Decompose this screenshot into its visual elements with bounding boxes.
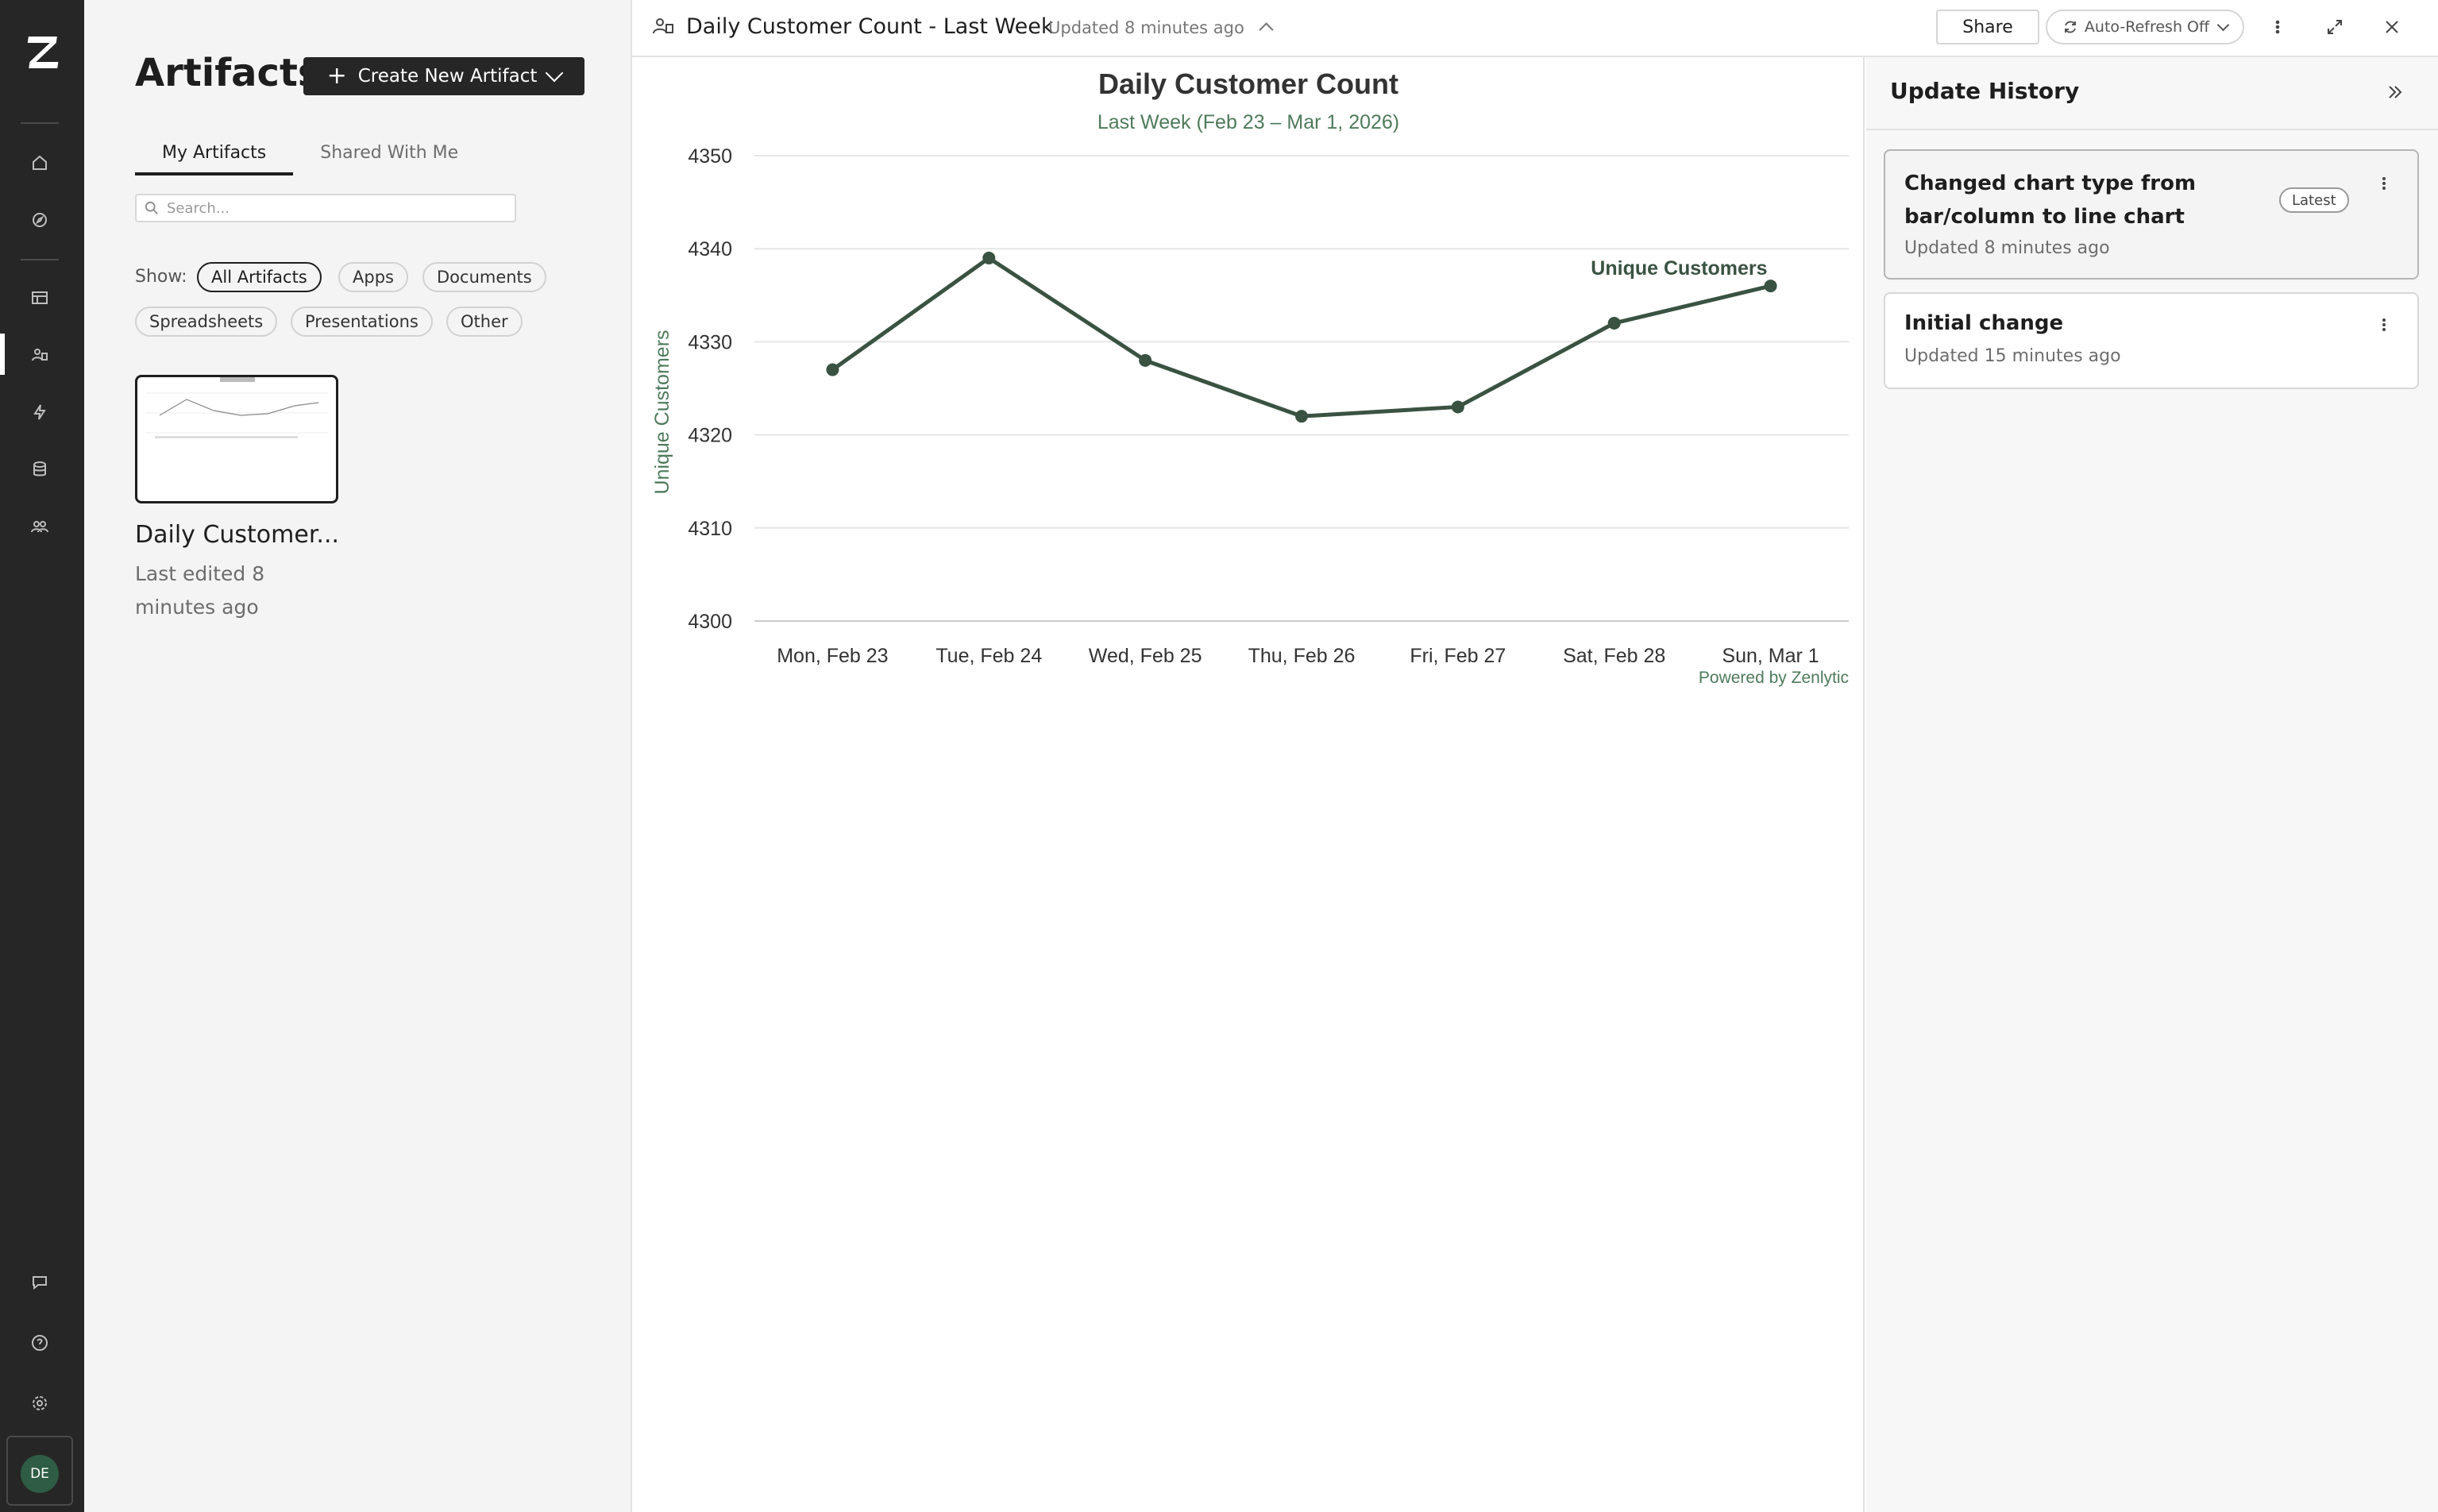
search-icon — [145, 201, 158, 214]
collapse-panel-icon[interactable] — [2384, 81, 2409, 106]
artifact-card-title[interactable]: Daily Customer... — [135, 521, 340, 549]
y-tick-label: 4340 — [688, 238, 732, 260]
artifacts-icon[interactable] — [28, 343, 52, 367]
series-line — [831, 256, 1772, 418]
tab-shared-with-me[interactable]: Shared With Me — [320, 143, 459, 163]
share-button[interactable]: Share — [1936, 10, 2039, 44]
artifact-card-subtitle: Last edited 8 minutes ago — [135, 562, 265, 619]
more-options-icon[interactable] — [2374, 172, 2394, 195]
show-label: Show: — [135, 267, 187, 287]
y-tick-label: 4310 — [688, 518, 732, 540]
x-tick-label: Fri, Feb 27 — [1410, 645, 1506, 667]
data-point[interactable] — [1295, 410, 1308, 423]
history-item-time: Updated 8 minutes ago — [1904, 238, 2110, 258]
data-point[interactable] — [982, 251, 996, 264]
y-tick-label: 4300 — [688, 611, 732, 633]
x-tick-label: Sun, Mar 1 — [1722, 645, 1819, 667]
app-logo[interactable] — [21, 30, 61, 75]
chevron-down-icon — [546, 64, 564, 83]
chart-title: Daily Customer Count — [1098, 68, 1398, 100]
x-tick-label: Tue, Feb 24 — [935, 645, 1042, 667]
chart-subtitle: Last Week (Feb 23 – Mar 1, 2026) — [1097, 111, 1399, 133]
y-tick-label: 4320 — [688, 425, 732, 447]
artifacts-panel: Artifacts + Create New Artifact My Artif… — [84, 0, 632, 1512]
tab-my-artifacts[interactable]: My Artifacts — [135, 143, 294, 176]
series-label: Unique Customers — [1591, 257, 1767, 280]
explore-icon[interactable] — [28, 208, 52, 232]
avatar[interactable]: DE — [21, 1455, 59, 1493]
artifact-tabs: My Artifacts Shared With Me — [135, 143, 485, 176]
auto-refresh-label: Auto-Refresh Off — [2084, 18, 2210, 36]
avatar-container[interactable]: DE — [6, 1436, 73, 1506]
chevron-up-icon[interactable] — [1259, 22, 1274, 37]
document-title: Daily Customer Count - Last Week — [686, 14, 1054, 39]
y-axis-label: Unique Customers — [651, 330, 673, 494]
close-icon[interactable] — [2379, 14, 2405, 40]
y-tick-label: 4350 — [688, 145, 732, 168]
search-box[interactable] — [135, 194, 516, 222]
refresh-icon — [2064, 21, 2076, 33]
data-point[interactable] — [1139, 353, 1152, 367]
history-item-title: Initial change — [1904, 311, 2064, 335]
database-icon[interactable] — [28, 457, 52, 481]
lightning-icon[interactable] — [28, 400, 52, 424]
y-tick-label: 4330 — [688, 331, 732, 353]
table-icon[interactable] — [28, 286, 52, 310]
more-options-icon[interactable] — [2374, 313, 2394, 337]
history-item[interactable]: Changed chart type from bar/column to li… — [1884, 149, 2419, 280]
more-options-icon[interactable] — [2265, 14, 2290, 40]
history-item[interactable]: Initial change Updated 15 minutes ago — [1884, 292, 2419, 389]
auto-refresh-dropdown[interactable]: Auto-Refresh Off — [2046, 10, 2244, 44]
chart-area: Daily Customer Count Last Week (Feb 23 –… — [632, 57, 1865, 1512]
active-indicator — [0, 334, 5, 375]
artifact-icon — [651, 14, 675, 38]
update-history-panel: Update History Changed chart type from b… — [1866, 57, 2438, 1512]
home-icon[interactable] — [28, 151, 52, 175]
x-tick-label: Mon, Feb 23 — [777, 645, 888, 667]
chart-credit: Powered by Zenlytic — [1699, 669, 1849, 687]
left-rail: DE — [0, 0, 84, 1512]
history-item-title: Changed chart type from bar/column to li… — [1904, 172, 2197, 229]
update-history-header: Update History — [1866, 57, 2438, 130]
latest-badge: Latest — [2279, 187, 2349, 213]
x-tick-label: Wed, Feb 25 — [1089, 645, 1202, 667]
filter-apps[interactable]: Apps — [338, 262, 408, 292]
create-artifact-label: Create New Artifact — [357, 66, 538, 87]
settings-icon[interactable] — [28, 1391, 52, 1415]
create-artifact-button[interactable]: + Create New Artifact — [303, 57, 584, 95]
updated-status: Updated 8 minutes ago — [1048, 18, 1244, 37]
team-icon[interactable] — [28, 515, 52, 538]
expand-icon[interactable] — [2322, 14, 2347, 40]
rail-divider — [21, 122, 59, 124]
filter-all-artifacts[interactable]: All Artifacts — [197, 262, 322, 292]
plus-icon: + — [326, 62, 347, 90]
help-icon[interactable] — [28, 1331, 52, 1355]
artifact-card-thumbnail[interactable] — [135, 375, 338, 503]
feedback-icon[interactable] — [28, 1271, 52, 1294]
filter-spreadsheets[interactable]: Spreadsheets — [135, 307, 278, 337]
data-point[interactable] — [1451, 400, 1464, 414]
x-tick-label: Sat, Feb 28 — [1563, 645, 1665, 667]
main-header: Daily Customer Count - Last Week Updated… — [632, 0, 2438, 57]
line-chart: Daily Customer Count Last Week (Feb 23 –… — [651, 68, 1849, 687]
filter-documents[interactable]: Documents — [422, 262, 546, 292]
data-point[interactable] — [1607, 316, 1621, 330]
data-point[interactable] — [1764, 280, 1777, 293]
update-history-title: Update History — [1890, 78, 2080, 104]
x-tick-label: Thu, Feb 26 — [1248, 645, 1356, 667]
chart-thumbnail — [145, 377, 328, 438]
artifacts-title: Artifacts — [135, 51, 321, 95]
search-input[interactable] — [167, 199, 500, 217]
filter-presentations[interactable]: Presentations — [291, 307, 433, 337]
filter-other[interactable]: Other — [446, 307, 523, 337]
rail-divider — [21, 259, 59, 260]
history-item-time: Updated 15 minutes ago — [1904, 346, 2121, 366]
data-point[interactable] — [826, 363, 839, 376]
chevron-down-icon — [2216, 18, 2230, 31]
